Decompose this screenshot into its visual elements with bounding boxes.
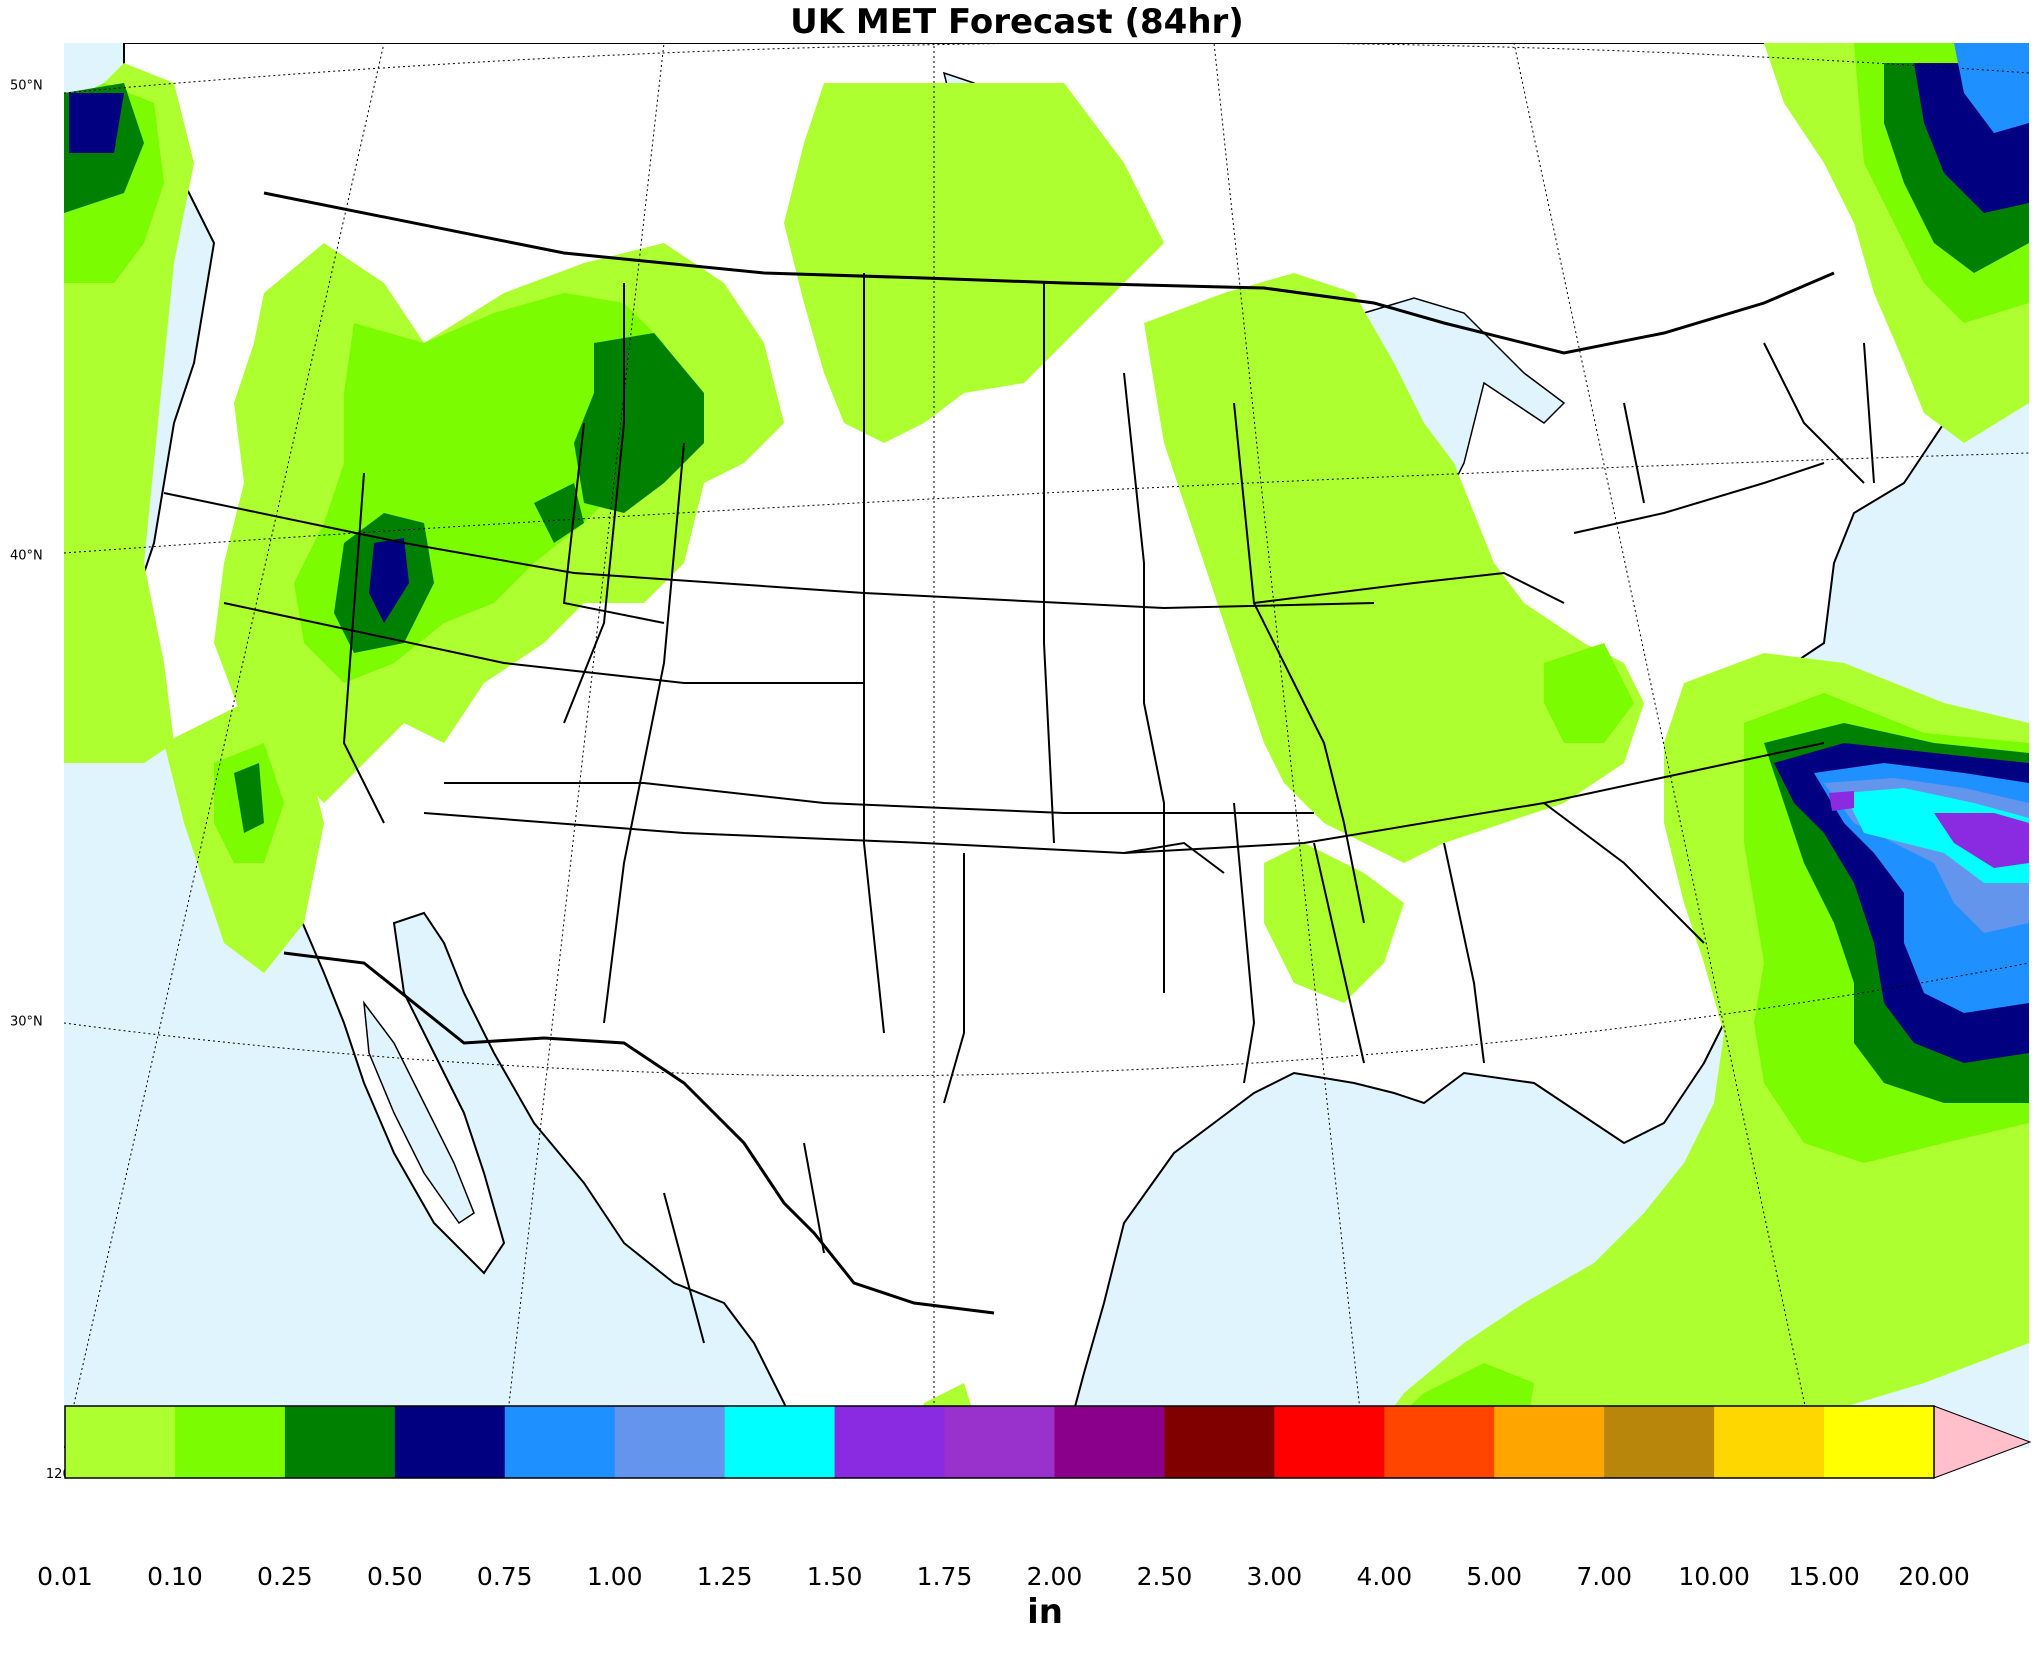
colorbar-segment <box>394 1406 506 1478</box>
colorbar-segment <box>504 1406 616 1478</box>
precip-midwest-mid <box>1544 643 1634 743</box>
colorbar-tick-label: 4.00 <box>1356 1562 1413 1591</box>
colorbar-tick-label: 20.00 <box>1898 1562 1970 1591</box>
colorbar-segment <box>65 1406 176 1478</box>
map-title: UK MET Forecast (84hr) <box>790 2 1244 42</box>
colorbar-tick-label: 1.25 <box>696 1562 753 1591</box>
lat-label-40n: 40°N <box>10 548 43 564</box>
colorbar-tick-label: 15.00 <box>1788 1562 1860 1591</box>
colorbar-tick-label: 5.00 <box>1466 1562 1523 1591</box>
colorbar-tick-label: 0.25 <box>257 1562 313 1591</box>
colorbar-extend-arrow <box>1933 1405 2032 1479</box>
colorbar-tick-label: 1.50 <box>806 1562 863 1591</box>
colorbar-tick-label: 10.00 <box>1678 1562 1750 1591</box>
precip-florida <box>1624 1223 2029 1448</box>
colorbar-segment <box>1494 1406 1605 1478</box>
us-mexico-border <box>283 951 995 1315</box>
precip-west-coast-max <box>69 93 124 153</box>
colorbar-segment <box>284 1406 396 1478</box>
gulf-of-california <box>362 1000 475 1225</box>
colorbar-tick-label: 0.75 <box>476 1562 533 1591</box>
precip-rockies-max <box>369 538 409 623</box>
colorbar-unit: in <box>1027 1592 1063 1632</box>
precip-northern-plains <box>784 83 1164 443</box>
colorbar-segment <box>1054 1406 1165 1478</box>
boundaries <box>163 191 1875 1344</box>
colorbar-segment <box>1604 1406 1715 1478</box>
colorbar-tick-label: 1.75 <box>916 1562 973 1591</box>
colorbar-tick-label: 0.01 <box>37 1562 93 1591</box>
colorbar-tick-label: 3.00 <box>1246 1562 1303 1591</box>
colorbar-tick-label: 0.50 <box>366 1562 423 1591</box>
colorbar-frame <box>64 1405 1935 1479</box>
colorbar-tick-label: 2.00 <box>1026 1562 1083 1591</box>
colorbar-segment <box>174 1406 286 1478</box>
lat-label-30n: 30°N <box>10 1014 43 1030</box>
colorbar-segment <box>1274 1406 1385 1478</box>
colorbar-segment <box>1824 1406 1935 1478</box>
lat-label-50n: 50°N <box>10 78 43 94</box>
precip-atlantic-peak <box>1829 791 1854 811</box>
precip-sierra-core <box>234 763 264 833</box>
colorbar-segment <box>1714 1406 1825 1478</box>
precipitation-map <box>64 43 2029 1448</box>
colorbar-segment <box>1384 1406 1495 1478</box>
colorbar-segment <box>724 1406 836 1478</box>
colorbar-tick-label: 2.50 <box>1136 1562 1193 1591</box>
colorbar-segment <box>834 1406 946 1478</box>
colorbar-segment <box>614 1406 726 1478</box>
colorbar-segment <box>944 1406 1055 1478</box>
precip-northeast-peak <box>1954 43 2029 133</box>
colorbar-segment <box>1164 1406 1275 1478</box>
precip-rockies-core1 <box>574 333 704 513</box>
precip-southeast-plains <box>1264 843 1404 1003</box>
precip-atlantic-150 <box>1934 813 2029 868</box>
us-canada-border <box>263 191 1835 355</box>
colorbar-tick-label: 1.00 <box>586 1562 643 1591</box>
precip-contours <box>64 43 2029 1448</box>
colorbar-tick-label: 0.10 <box>147 1562 203 1591</box>
graticule <box>64 43 2029 1448</box>
precip-midwest <box>1144 273 1644 863</box>
colorbar-tick-label: 7.00 <box>1576 1562 1633 1591</box>
colorbar <box>64 1405 2032 1479</box>
